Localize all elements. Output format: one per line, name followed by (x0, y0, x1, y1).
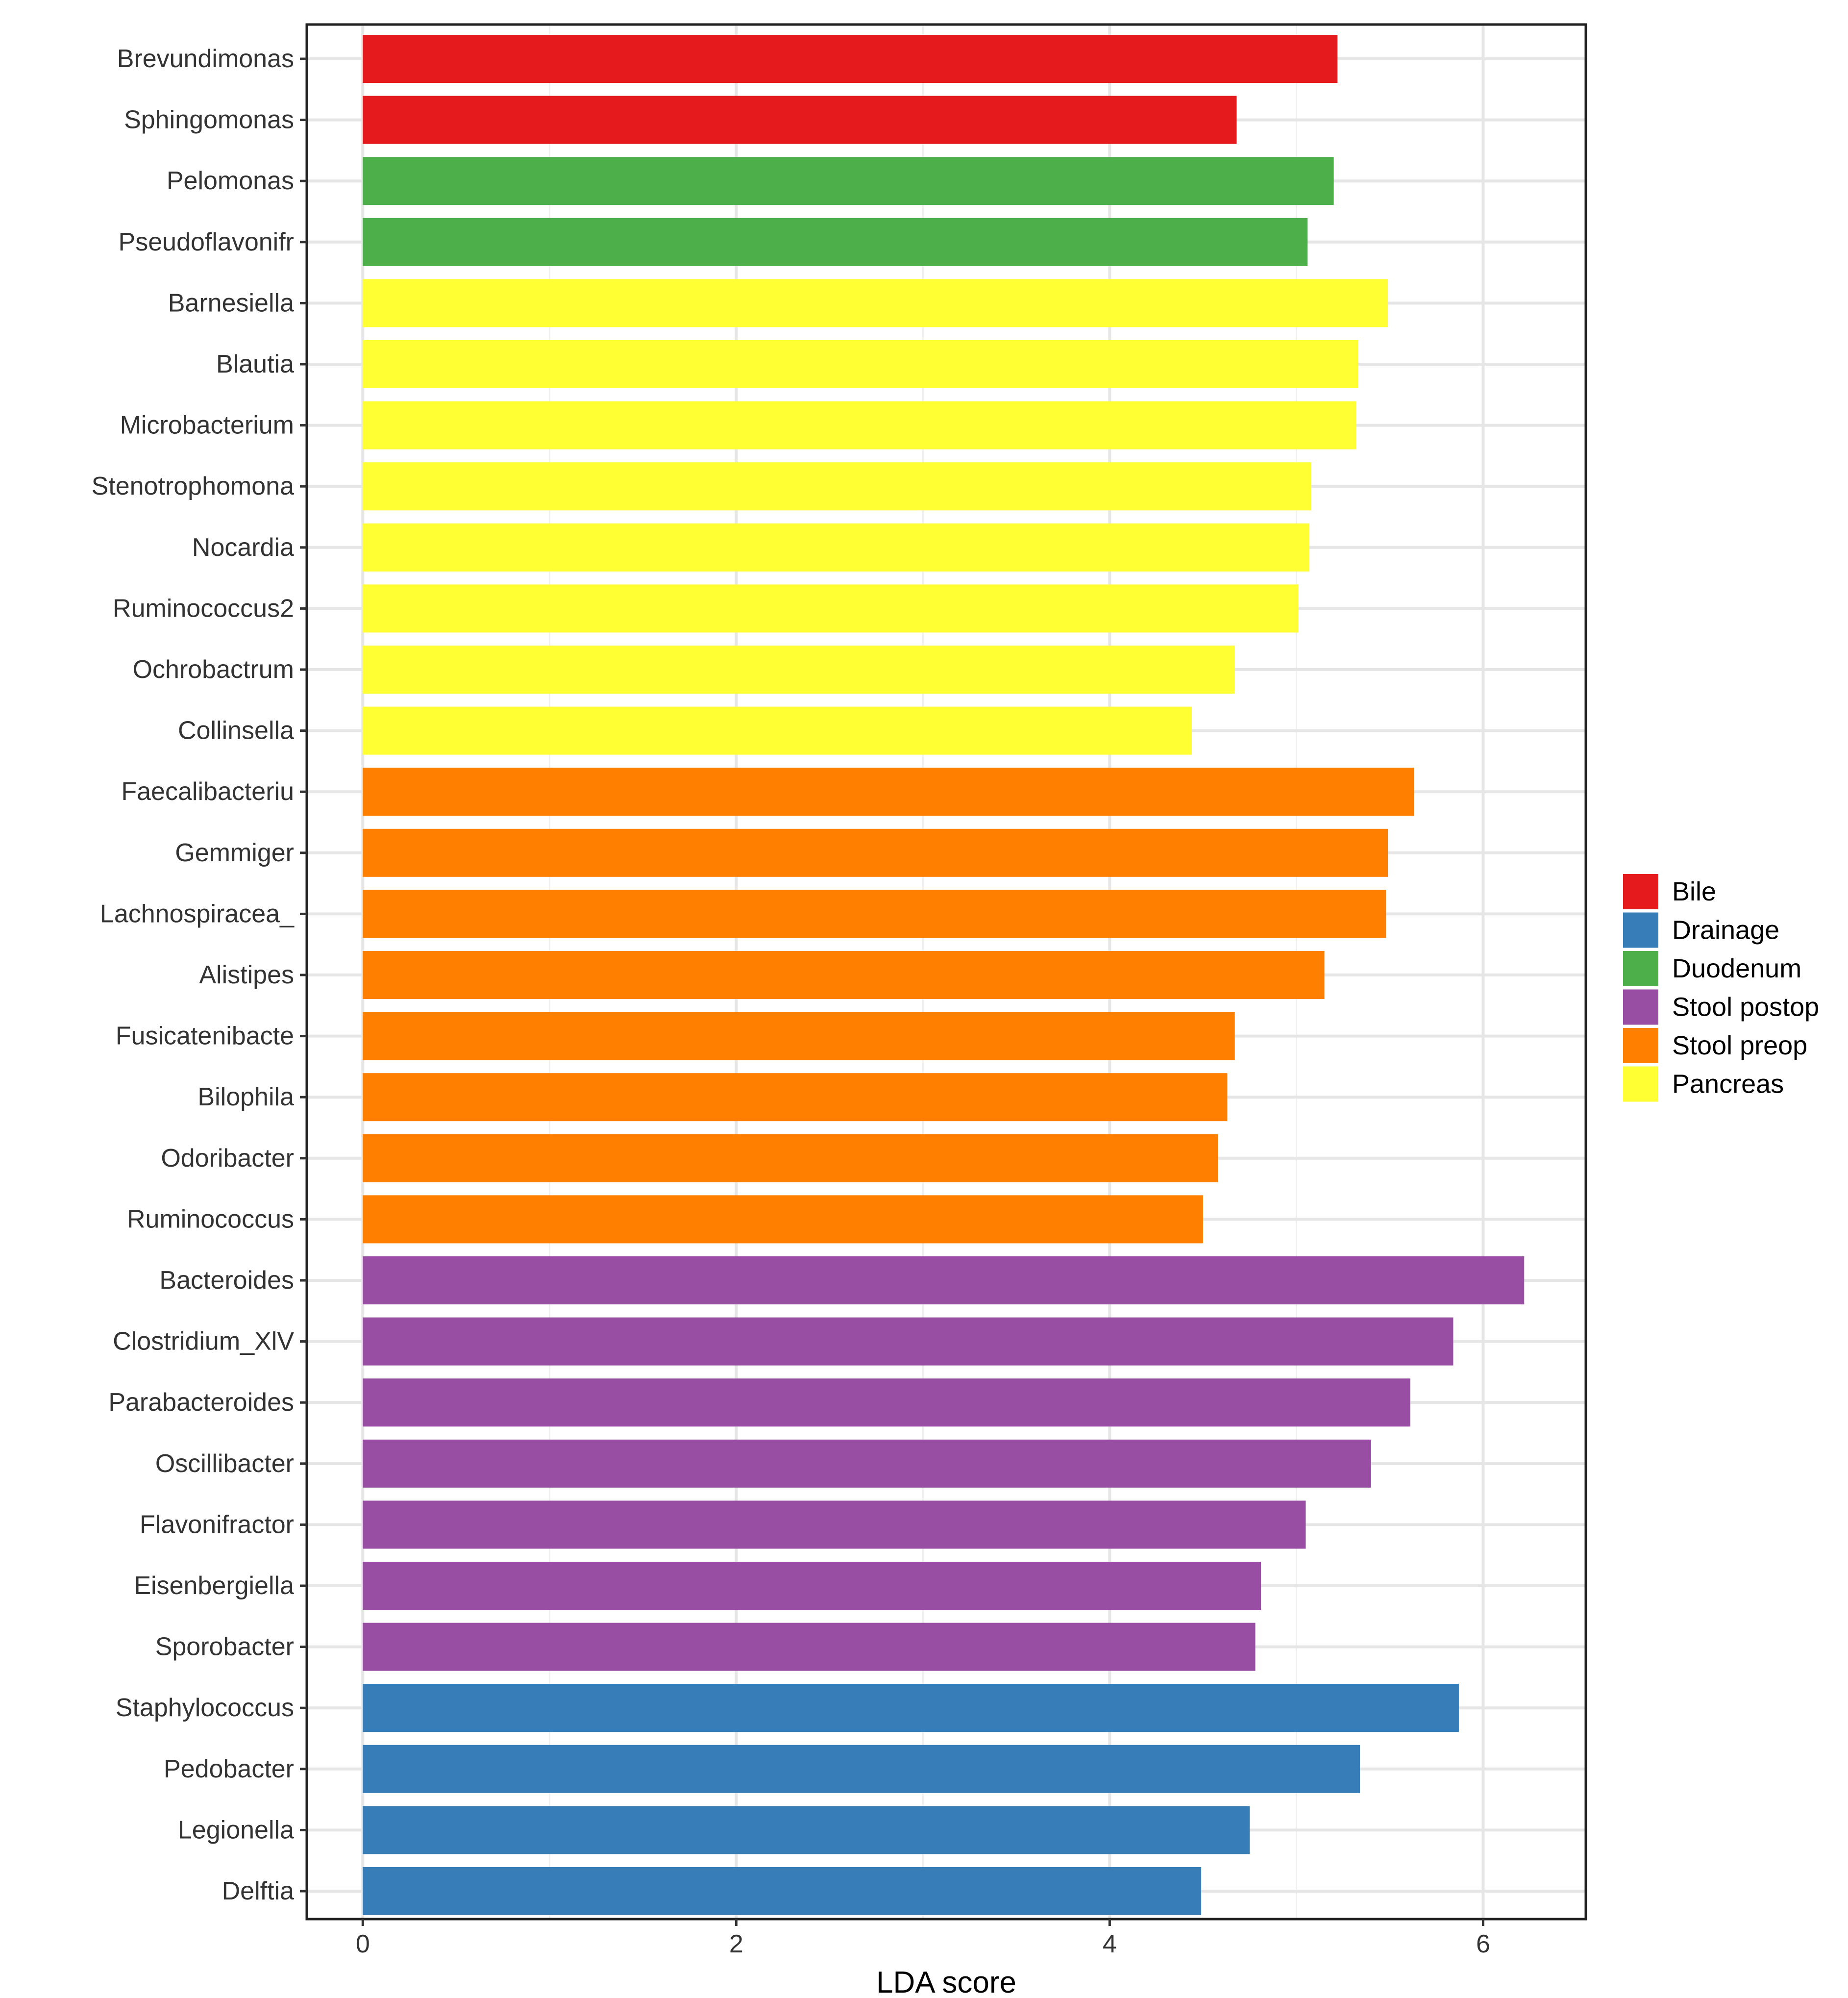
category-label: Microbacterium (120, 411, 294, 440)
legend-label: Duodenum (1672, 954, 1801, 983)
legend-label: Bile (1672, 877, 1716, 906)
bar (363, 584, 1299, 633)
bar (363, 1012, 1235, 1060)
bar (363, 1806, 1250, 1854)
bars (363, 35, 1525, 1915)
category-label: Ruminococcus (127, 1205, 294, 1233)
legend-swatch (1623, 1066, 1658, 1102)
category-label: Delftia (222, 1877, 294, 1905)
bar (363, 1073, 1228, 1122)
legend-label: Pancreas (1672, 1070, 1784, 1099)
bar (363, 96, 1237, 144)
bar (363, 1195, 1203, 1244)
bar (363, 1745, 1360, 1793)
category-label: Stenotrophomona (92, 472, 294, 500)
category-label: Eisenbergiella (134, 1572, 294, 1600)
x-tick-label: 2 (729, 1930, 743, 1958)
x-tick-label: 4 (1103, 1930, 1117, 1958)
bar (363, 340, 1358, 388)
category-label: Legionella (178, 1816, 294, 1844)
x-axis-ticks: 0 2 4 6 (356, 1919, 1490, 1958)
bar (363, 401, 1356, 450)
category-label: Odoribacter (161, 1144, 294, 1173)
legend-swatch (1623, 951, 1658, 986)
category-label: Pedobacter (164, 1755, 294, 1783)
x-tick-label: 0 (356, 1930, 370, 1958)
bar (363, 1134, 1218, 1182)
category-label: Sphingomonas (124, 106, 294, 134)
bar (363, 890, 1386, 938)
category-label: Parabacteroides (108, 1388, 294, 1417)
bar (363, 35, 1338, 83)
category-label: Nocardia (192, 533, 294, 562)
x-tick-label: 6 (1476, 1930, 1490, 1958)
category-label: Pelomonas (167, 167, 294, 195)
category-label: Fusicatenibacte (116, 1022, 294, 1050)
bar (363, 1378, 1410, 1427)
category-label: Collinsella (178, 717, 294, 745)
x-axis-title: LDA score (876, 1966, 1016, 1998)
bar (363, 1317, 1454, 1366)
legend: Bile Drainage Duodenum Stool postop Stool pr… (1623, 874, 1819, 1102)
category-label: Bilophila (197, 1083, 294, 1111)
legend-label: Stool preop (1672, 1031, 1807, 1060)
bar (363, 523, 1310, 572)
bar (363, 1439, 1371, 1488)
legend-swatch (1623, 1028, 1658, 1063)
plot-panel-border (305, 23, 1587, 1921)
category-label: Barnesiella (168, 289, 294, 317)
bar (363, 706, 1192, 755)
category-label: Brevundimonas (117, 45, 294, 73)
category-label: Gemmiger (175, 839, 294, 867)
category-label: Alistipes (199, 961, 294, 989)
bar (363, 1623, 1256, 1671)
bar (363, 1562, 1261, 1610)
bar (363, 1867, 1202, 1915)
category-label: Faecalibacteriu (121, 777, 294, 806)
bar (363, 646, 1235, 694)
category-label: Ochrobactrum (133, 655, 294, 684)
bar (363, 462, 1311, 511)
bar (363, 1500, 1306, 1549)
category-label: Sporobacter (155, 1633, 294, 1661)
category-labels: Brevundimonas Sphingomonas Pelomonas Pseudo… (92, 45, 307, 1905)
bar (363, 951, 1325, 999)
category-label: Lachnospiracea_ (100, 899, 295, 928)
legend-label: Drainage (1672, 916, 1779, 945)
category-label: Flavonifractor (140, 1510, 294, 1539)
legend-label: Stool postop (1672, 993, 1819, 1022)
category-label: Blautia (216, 350, 294, 378)
bar (363, 218, 1308, 266)
category-label: Pseudoflavonifr (119, 228, 294, 256)
category-label: Oscillibacter (155, 1449, 294, 1478)
category-label: Staphylococcus (116, 1694, 294, 1722)
bar (363, 828, 1388, 877)
bar (363, 157, 1334, 205)
category-label: Ruminococcus2 (113, 594, 294, 623)
category-label: Bacteroides (159, 1266, 294, 1295)
bar (363, 279, 1388, 327)
category-label: Clostridium_XlV (113, 1327, 294, 1356)
legend-swatch (1623, 874, 1658, 909)
bar (363, 1256, 1525, 1304)
bar (363, 768, 1414, 816)
legend-swatch (1623, 912, 1658, 948)
bar (363, 1684, 1459, 1732)
legend-swatch (1623, 989, 1658, 1025)
